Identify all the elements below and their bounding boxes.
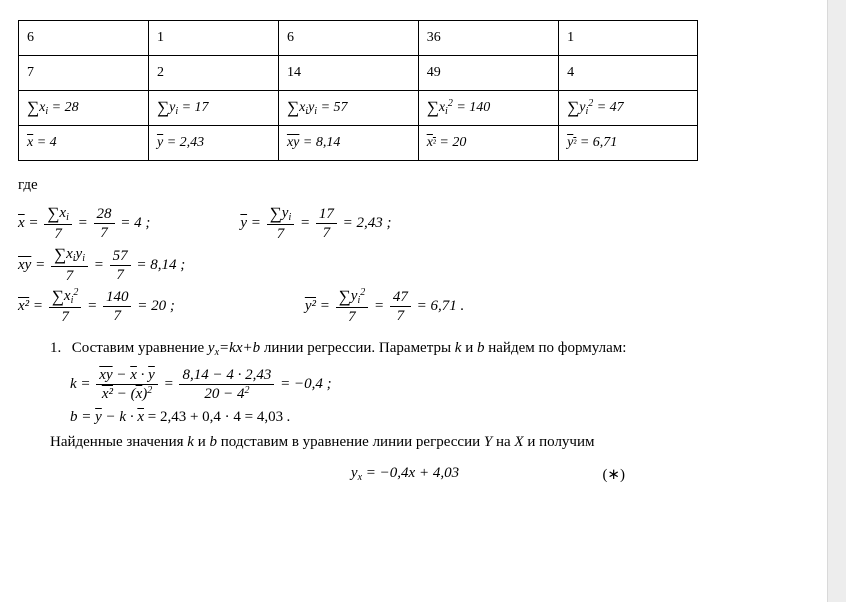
cell-sum-x2: ∑xi2 = 140	[418, 91, 558, 126]
cell-mean-x2: x² = 20	[418, 126, 558, 161]
b-formula: b = y − k · x = 2,43 + 0,4 · 4 = 4,03 .	[70, 409, 792, 426]
val: 20	[452, 135, 466, 150]
scrollbar[interactable]	[827, 0, 846, 602]
val: 17	[195, 100, 209, 115]
mean-formula-row2: x² = ∑xi27 = 1407 = 20 ; y² = ∑yi27 = 47…	[18, 287, 792, 326]
val: 4	[134, 215, 142, 231]
val: 8,14	[150, 257, 176, 273]
cell: 36	[418, 21, 558, 56]
list-number: 1.	[50, 340, 68, 357]
cell: 6	[19, 21, 149, 56]
cell: 6	[278, 21, 418, 56]
equation-tag: (∗)	[602, 465, 625, 484]
cell-mean-xy: xy = 8,14	[278, 126, 418, 161]
document-page: 6 1 6 36 1 7 2 14 49 4 ∑xi = 28 ∑yi = 17…	[0, 0, 810, 513]
val: 2,43	[180, 135, 205, 150]
cell: 2	[148, 56, 278, 91]
cell-sum-x: ∑xi = 28	[19, 91, 149, 126]
step-1-text: Составим уравнение yx=kx+b линии регресс…	[72, 340, 627, 356]
conclusion-text: Найденные значения k и b подставим в ура…	[50, 434, 730, 451]
val: 140	[469, 100, 490, 115]
text-gde: где	[18, 177, 792, 194]
val: 2,43	[357, 215, 383, 231]
b-value: = 2,43 + 0,4 · 4 = 4,03	[148, 409, 283, 425]
table-row: 6 1 6 36 1	[19, 21, 698, 56]
mean-formula-row: x = ∑xi7 = 287 = 4 ; y = ∑yi7 = 177 = 2,…	[18, 204, 792, 243]
val: 47	[610, 100, 624, 115]
k-b-formulas: k = xy − x · y x² − (x)2 = 8,14 − 4 · 2,…	[18, 366, 792, 426]
k-value: = −0,4	[280, 376, 323, 392]
val: 4	[50, 135, 57, 150]
step-1: 1. Составим уравнение yx=kx+b линии регр…	[18, 340, 792, 358]
k-formula: k = xy − x · y x² − (x)2 = 8,14 − 4 · 2,…	[70, 366, 792, 403]
cell-mean-y: y = 2,43	[148, 126, 278, 161]
mean-formula-xy: xy = ∑xiyi7 = 577 = 8,14 ;	[18, 245, 792, 284]
cell: 49	[418, 56, 558, 91]
val: 6,71	[430, 298, 456, 314]
cell-sum-y2: ∑yi2 = 47	[559, 91, 698, 126]
val: 8,14	[316, 135, 341, 150]
table-row: 7 2 14 49 4	[19, 56, 698, 91]
val: 6,71	[593, 135, 618, 150]
final-equation: yx = −0,4x + 4,03 (∗)	[65, 465, 745, 483]
table-row: ∑xi = 28 ∑yi = 17 ∑xiyi = 57 ∑xi2 = 140 …	[19, 91, 698, 126]
cell: 7	[19, 56, 149, 91]
cell-mean-y2: y² = 6,71	[559, 126, 698, 161]
cell: 1	[559, 21, 698, 56]
cell: 1	[148, 21, 278, 56]
val: 20	[151, 298, 166, 314]
val: 28	[65, 100, 79, 115]
cell-mean-x: x = 4	[19, 126, 149, 161]
stats-table: 6 1 6 36 1 7 2 14 49 4 ∑xi = 28 ∑yi = 17…	[18, 20, 698, 161]
table-row: x = 4 y = 2,43 xy = 8,14 x² = 20 y² = 6,…	[19, 126, 698, 161]
cell-sum-xy: ∑xiyi = 57	[278, 91, 418, 126]
cell: 14	[278, 56, 418, 91]
cell: 4	[559, 56, 698, 91]
val: 57	[334, 100, 348, 115]
cell-sum-y: ∑yi = 17	[148, 91, 278, 126]
